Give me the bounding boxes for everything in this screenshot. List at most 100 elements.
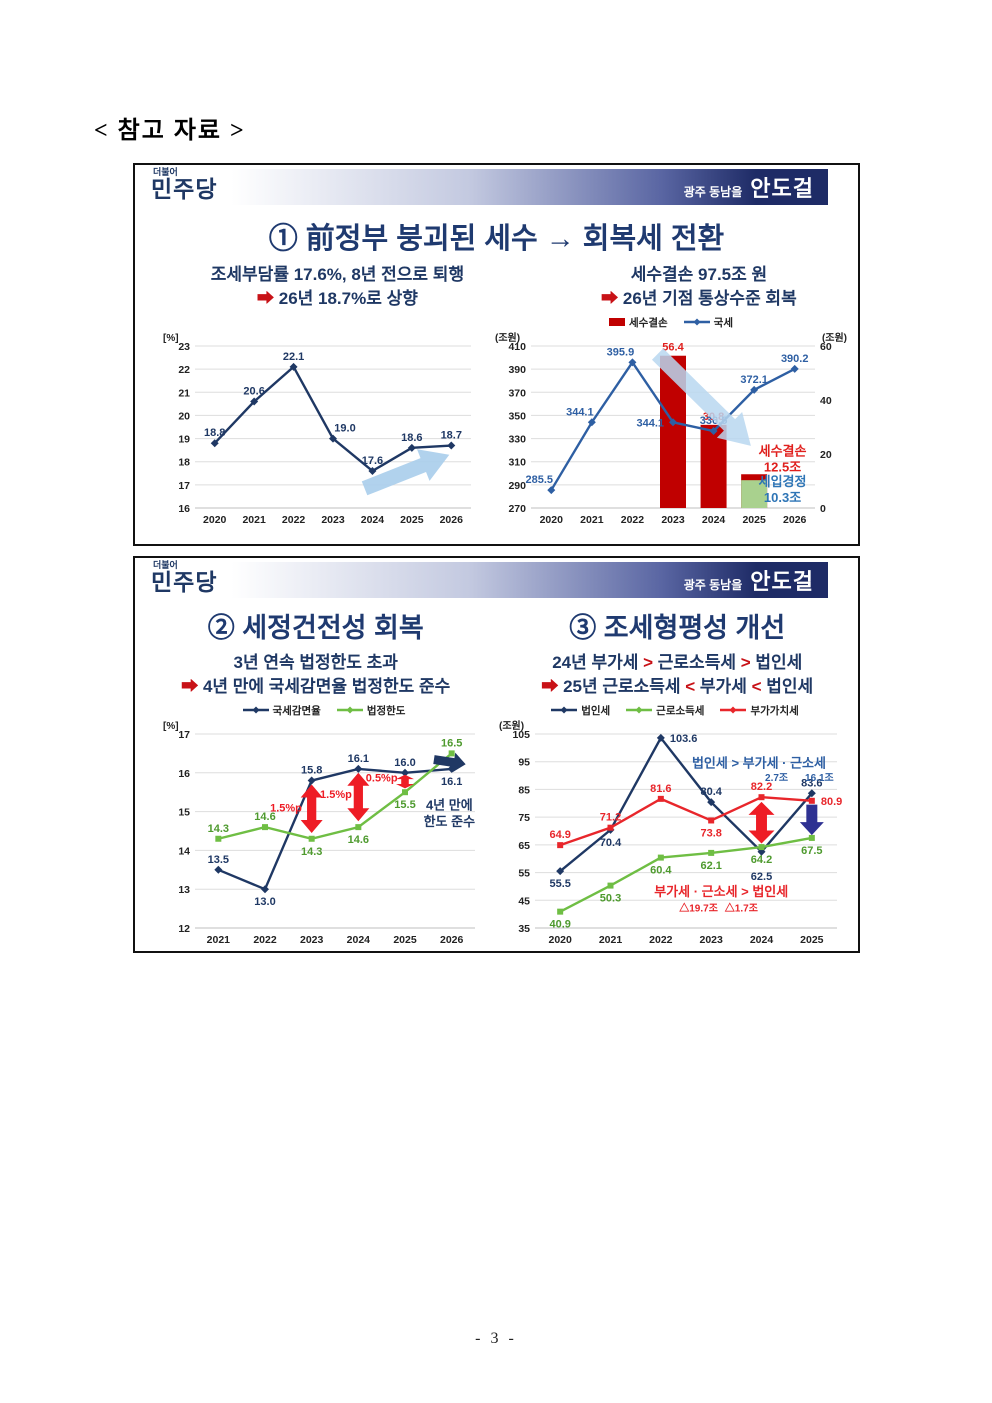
svg-text:95: 95 [518,756,530,768]
candidate-name: 안도걸 [750,569,814,594]
svg-text:15.5: 15.5 [394,799,415,811]
candidate-region: 광주 동남을 [683,578,743,592]
party-logo: 더불어 민주당 [151,168,217,201]
svg-text:50.3: 50.3 [600,892,621,904]
svg-text:85: 85 [518,784,530,796]
svg-text:2022: 2022 [649,934,673,946]
svg-text:70.4: 70.4 [600,836,622,848]
slide1-title: ① 前정부 붕괴된 세수 → 회복세 전환 [268,223,725,255]
subtitle-line: ➡ 26년 기점 통상수준 회복 [601,288,797,308]
slide2-banner: 더불어 민주당 광주 동남을 안도걸 [135,558,858,602]
party-logo-top: 더불어 [153,167,178,177]
svg-text:2020: 2020 [548,934,572,946]
svg-text:18.7: 18.7 [441,429,462,441]
svg-text:2020: 2020 [203,514,227,526]
svg-text:1.5%p: 1.5%p [270,802,302,814]
subtitle-line: 세수결손 97.5조 원 [630,265,768,284]
svg-text:16.1: 16.1 [348,753,369,765]
slide1-banner: 더불어 민주당 광주 동남을 안도걸 [135,165,858,209]
svg-text:13: 13 [178,884,190,896]
svg-text:75: 75 [518,812,530,824]
svg-text:2025: 2025 [742,514,766,526]
svg-text:2022: 2022 [621,514,645,526]
slide2-title-right: ③ 조세형평성 개선 [569,613,786,643]
svg-text:55.5: 55.5 [549,878,570,890]
svg-text:16.1: 16.1 [441,776,462,788]
slide2-charts: 국세감면율 법정한도 12 13 14 15 16 17 2021 2022 2023 2024 20… [135,703,858,952]
chart-tax-equity: 법인세 근로소득세 부가가치세 35 45 55 65 75 85 95 105 2020 2021 2… [497,703,853,952]
svg-text:16: 16 [178,767,190,779]
svg-text:2026: 2026 [440,514,464,526]
svg-text:2021: 2021 [207,934,231,946]
svg-text:18.8: 18.8 [204,427,225,439]
svg-text:410: 410 [508,341,526,353]
svg-text:(조원): (조원) [822,331,847,344]
reduction-ratio-chart-svg: 12 13 14 15 16 17 2021 2022 2023 2024 2025 2026 [%] 1… [163,721,475,946]
slide2-subtitle-right: 24년 부가세 > 근로소득세 > 법인세 ➡ 25년 근로소득세 < 부가세 … [497,651,859,699]
party-logo: 더불어 민주당 [151,561,217,594]
svg-text:81.6: 81.6 [650,782,671,794]
svg-text:73.8: 73.8 [700,827,721,839]
svg-text:2024: 2024 [361,514,385,526]
svg-text:20: 20 [820,449,832,461]
tax-equity-chart-svg: 35 45 55 65 75 85 95 105 2020 2021 2022 2023 2024 202… [499,719,842,946]
svg-text:2.7조: 2.7조 [765,772,788,784]
svg-text:0.5%p: 0.5%p [366,772,398,784]
svg-text:2020: 2020 [540,514,564,526]
svg-text:16: 16 [178,503,190,515]
svg-text:103.6: 103.6 [670,732,698,744]
svg-text:71.2: 71.2 [600,811,621,823]
svg-text:15.8: 15.8 [301,764,322,776]
svg-text:390.2: 390.2 [781,353,809,365]
legend-item: 법인세 [551,703,610,718]
svg-text:40.9: 40.9 [549,918,570,930]
svg-text:2023: 2023 [321,514,345,526]
svg-text:2026: 2026 [440,934,464,946]
svg-text:2024: 2024 [347,934,371,946]
chart-revenue-deficit: 세수결손 국세 270 290 310 330 350 370 390 410 0 20 40 60 20… [493,315,849,530]
legend-item: 국세감면율 [242,703,321,718]
subtitle-line: 3년 연속 법정한도 초과 [233,653,398,672]
slide2-subtitle-left: 3년 연속 법정한도 초과 ➡ 4년 만에 국세감면율 법정한도 준수 [135,651,497,699]
svg-text:15: 15 [178,806,190,818]
svg-text:△1.7조: △1.7조 [724,901,758,914]
svg-text:[%]: [%] [163,333,179,344]
slide1-subtitle-right: 세수결손 97.5조 원 ➡ 26년 기점 통상수준 회복 [540,263,858,311]
svg-text:2024: 2024 [750,934,774,946]
revenue-deficit-chart-svg: 270 290 310 330 350 370 390 410 0 20 40 60 2020 2021 2… [495,331,847,526]
svg-text:(조원): (조원) [499,719,524,732]
svg-text:2025: 2025 [393,934,417,946]
svg-text:14.3: 14.3 [208,822,229,834]
party-logo-top: 더불어 [153,560,178,570]
svg-text:350: 350 [508,410,526,422]
svg-text:372.1: 372.1 [740,373,768,385]
chart-legend: 법인세 근로소득세 부가가치세 [497,703,853,718]
svg-text:270: 270 [508,503,526,515]
svg-text:12: 12 [178,923,190,935]
svg-text:2026: 2026 [783,514,807,526]
svg-text:20: 20 [178,410,190,422]
svg-text:18: 18 [178,456,190,468]
subtitle-line: 조세부담률 17.6%, 8년 전으로 퇴행 [210,265,465,284]
svg-text:390: 390 [508,364,526,376]
svg-text:2021: 2021 [580,514,604,526]
svg-text:2023: 2023 [661,514,685,526]
svg-text:23: 23 [178,341,190,353]
svg-text:2023: 2023 [699,934,723,946]
svg-text:16.1조: 16.1조 [805,772,834,784]
slide-card-1: 더불어 민주당 광주 동남을 안도걸 ① 前정부 붕괴된 세수 → 회복세 전환… [133,163,860,546]
svg-text:62.5: 62.5 [751,870,772,882]
slide1-charts: 16 17 18 19 20 21 22 23 2020 2021 2022 2023 2024 2025… [135,315,858,530]
svg-text:2025: 2025 [800,934,824,946]
svg-text:395.9: 395.9 [607,346,635,358]
slide1-subtitle-left: 조세부담률 17.6%, 8년 전으로 퇴행 ➡ 26년 18.7%로 상향 [135,263,540,311]
chart-tax-burden: 16 17 18 19 20 21 22 23 2020 2021 2022 2023 2024 2025… [161,315,483,530]
candidate-name: 안도걸 [750,176,814,201]
candidate-region: 광주 동남을 [683,185,743,199]
svg-text:17: 17 [178,479,190,491]
svg-text:14.6: 14.6 [348,834,369,846]
svg-text:부가세 · 근소세 > 법인세: 부가세 · 근소세 > 법인세 [654,884,788,899]
svg-text:310: 310 [508,456,526,468]
